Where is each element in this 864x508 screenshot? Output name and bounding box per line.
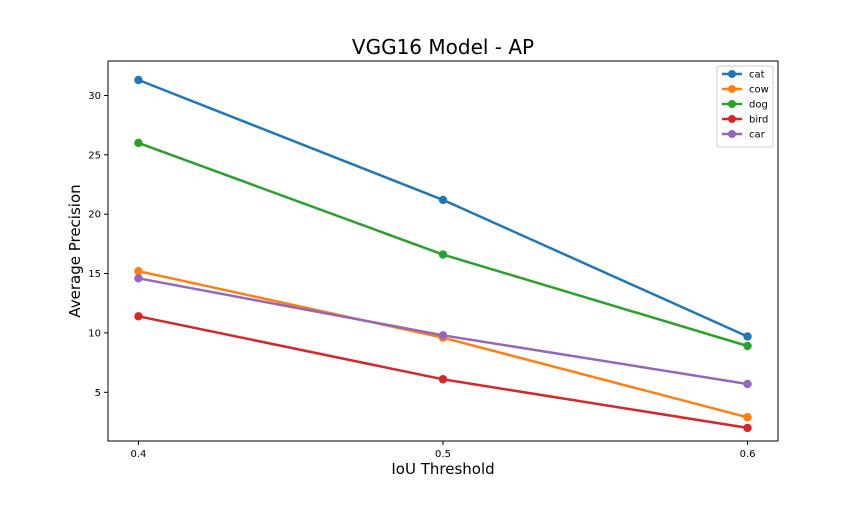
legend-swatch-marker bbox=[728, 70, 736, 78]
series-dog bbox=[134, 138, 752, 351]
legend-item-cow: cow bbox=[722, 85, 769, 96]
data-point-car bbox=[438, 331, 448, 340]
data-point-bird bbox=[134, 312, 143, 321]
series-car bbox=[134, 274, 752, 389]
data-point-bird bbox=[743, 423, 752, 433]
y-tick-label: 10 bbox=[88, 328, 101, 339]
legend-label: cow bbox=[749, 85, 769, 96]
x-axis-label: IoU Threshold bbox=[391, 460, 494, 478]
data-point-dog bbox=[743, 341, 752, 351]
y-tick-label: 5 bbox=[95, 388, 101, 399]
data-point-car bbox=[743, 379, 752, 389]
data-point-cat bbox=[438, 195, 448, 205]
series-line-cat bbox=[137, 78, 749, 338]
data-point-dog bbox=[134, 138, 143, 148]
x-tick-label: 0.5 bbox=[435, 449, 451, 460]
legend-item-bird: bird bbox=[722, 115, 768, 126]
legend-swatch-marker bbox=[728, 130, 736, 138]
series-cat bbox=[134, 75, 752, 341]
legend-label: cat bbox=[749, 70, 765, 81]
data-point-car bbox=[134, 274, 143, 283]
data-point-bird bbox=[438, 375, 448, 384]
y-tick-label: 15 bbox=[88, 269, 101, 280]
series-line-cow bbox=[137, 269, 749, 419]
legend-item-car: car bbox=[722, 130, 766, 141]
series-line-dog bbox=[137, 141, 749, 348]
data-point-cow bbox=[134, 266, 143, 276]
data-point-cow bbox=[743, 413, 752, 422]
legend-label: dog bbox=[749, 100, 768, 111]
legend: cat cow dog bird car bbox=[716, 65, 774, 148]
y-tick-label: 20 bbox=[88, 210, 101, 221]
legend-label: car bbox=[749, 130, 766, 141]
legend-swatch-marker bbox=[728, 115, 736, 123]
series-lines bbox=[134, 75, 752, 433]
legend-swatch-marker bbox=[728, 85, 736, 93]
y-tick-label: 25 bbox=[88, 150, 101, 161]
legend-item-cat: cat bbox=[722, 70, 765, 81]
legend-item-dog: dog bbox=[722, 100, 768, 111]
data-point-cat bbox=[134, 75, 143, 85]
y-axis-label: Average Precision bbox=[66, 184, 84, 317]
y-axis: 5 10 15 20 25 30 bbox=[88, 91, 108, 399]
legend-swatch-marker bbox=[728, 100, 736, 108]
series-bird bbox=[134, 312, 752, 433]
series-cow bbox=[134, 266, 752, 422]
x-tick-label: 0.4 bbox=[131, 449, 147, 460]
y-tick-label: 30 bbox=[88, 91, 101, 102]
x-tick-label: 0.6 bbox=[740, 449, 756, 460]
x-axis: 0.4 0.5 0.6 bbox=[131, 441, 756, 460]
data-point-cat bbox=[743, 332, 752, 341]
legend-label: bird bbox=[749, 115, 768, 126]
data-point-dog bbox=[438, 250, 448, 259]
chart-title: VGG16 Model - AP bbox=[352, 35, 534, 59]
